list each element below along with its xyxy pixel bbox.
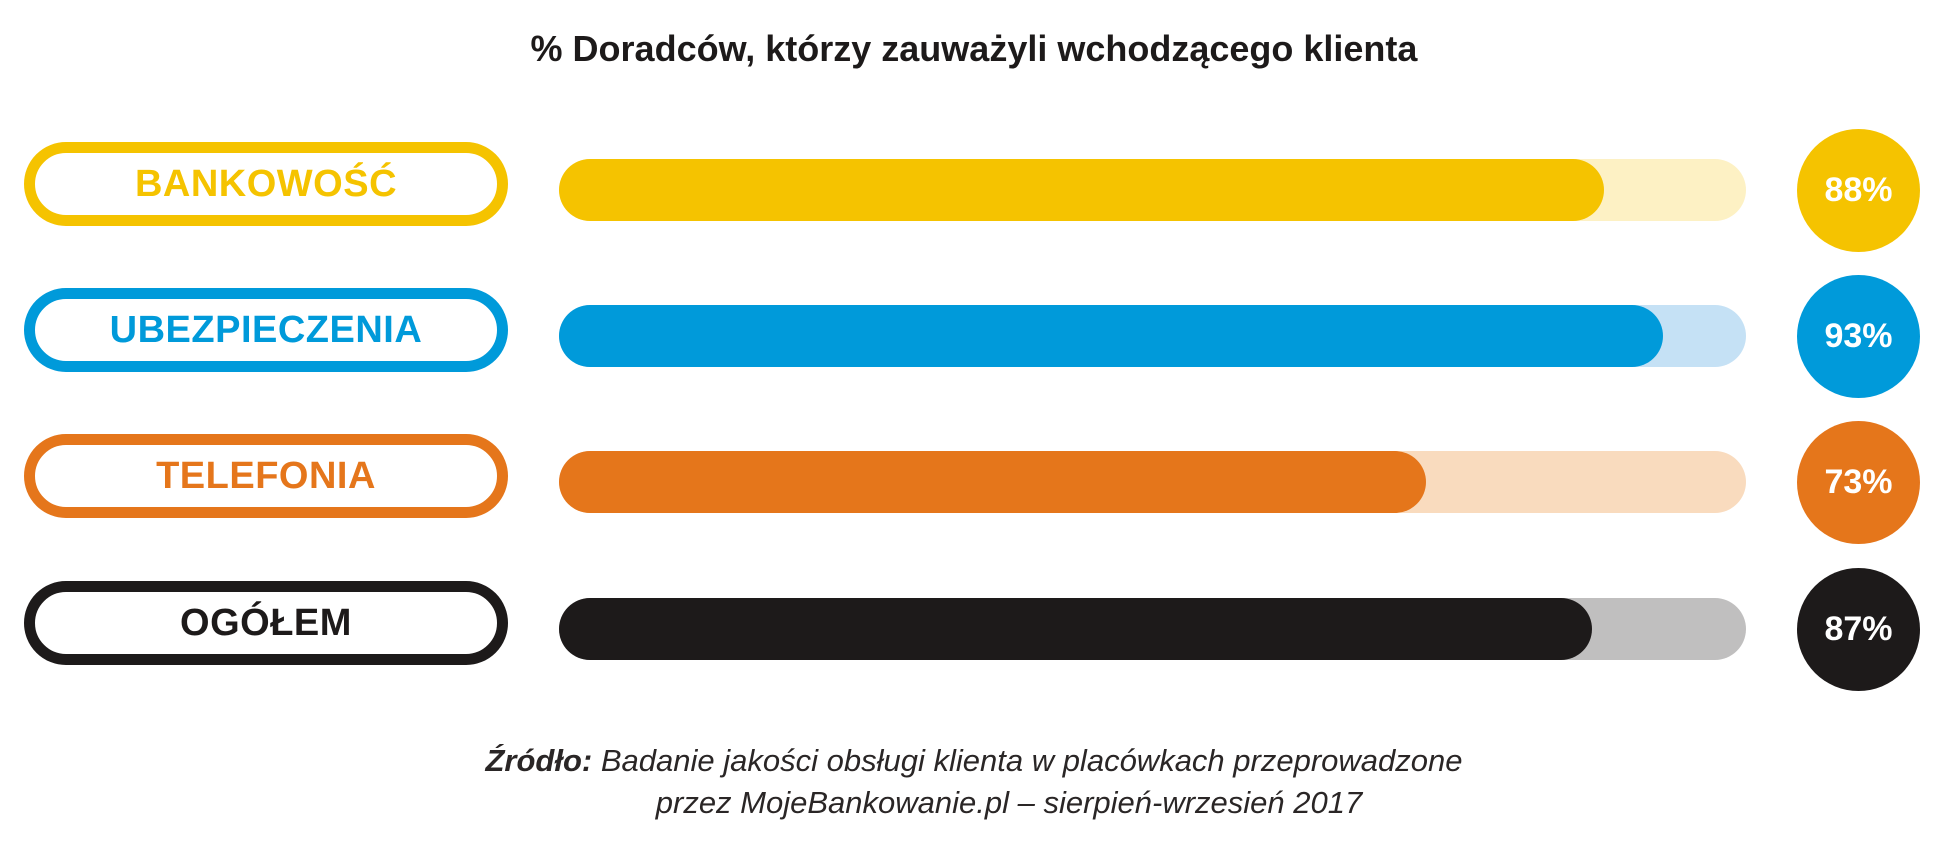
value-circle: 88% — [1797, 129, 1920, 252]
source-heading: Źródło: — [485, 743, 593, 778]
category-pill: OGÓŁEM — [24, 581, 508, 665]
bar-row-telefonia: TELEFONIA 73% — [0, 421, 1948, 544]
bar-row-ogolem: OGÓŁEM 87% — [0, 568, 1948, 691]
source-note: Źródło: Badanie jakości obsługi klienta … — [0, 740, 1948, 824]
bar-fill — [559, 159, 1604, 221]
source-text-line2: przez MojeBankowanie.pl – sierpień-wrzes… — [655, 785, 1363, 820]
chart-title: % Doradców, którzy zauważyli wchodzącego… — [530, 28, 1418, 69]
value-label: 73% — [1824, 463, 1893, 501]
category-label: TELEFONIA — [156, 454, 376, 497]
bar-fill — [559, 598, 1592, 660]
category-label: UBEZPIECZENIA — [109, 308, 423, 351]
bar-track — [559, 451, 1746, 513]
value-label: 93% — [1824, 317, 1893, 355]
bar-row-ubezpieczenia: UBEZPIECZENIA 93% — [0, 275, 1948, 398]
source-text-line1: Badanie jakości obsługi klienta w placów… — [600, 743, 1463, 778]
bar-fill — [559, 451, 1426, 513]
bar-row-bankowosc: BANKOWOŚĆ 88% — [0, 129, 1948, 252]
bar-track — [559, 159, 1746, 221]
value-label: 87% — [1824, 610, 1893, 648]
bar-fill — [559, 305, 1663, 367]
category-pill: BANKOWOŚĆ — [24, 142, 508, 226]
category-pill: UBEZPIECZENIA — [24, 288, 508, 372]
category-label: OGÓŁEM — [180, 601, 352, 644]
category-label: BANKOWOŚĆ — [134, 162, 398, 205]
value-circle: 87% — [1797, 568, 1920, 691]
bar-track — [559, 305, 1746, 367]
value-circle: 73% — [1797, 421, 1920, 544]
bar-track — [559, 598, 1746, 660]
value-label: 88% — [1824, 171, 1893, 209]
category-pill: TELEFONIA — [24, 434, 508, 518]
value-circle: 93% — [1797, 275, 1920, 398]
